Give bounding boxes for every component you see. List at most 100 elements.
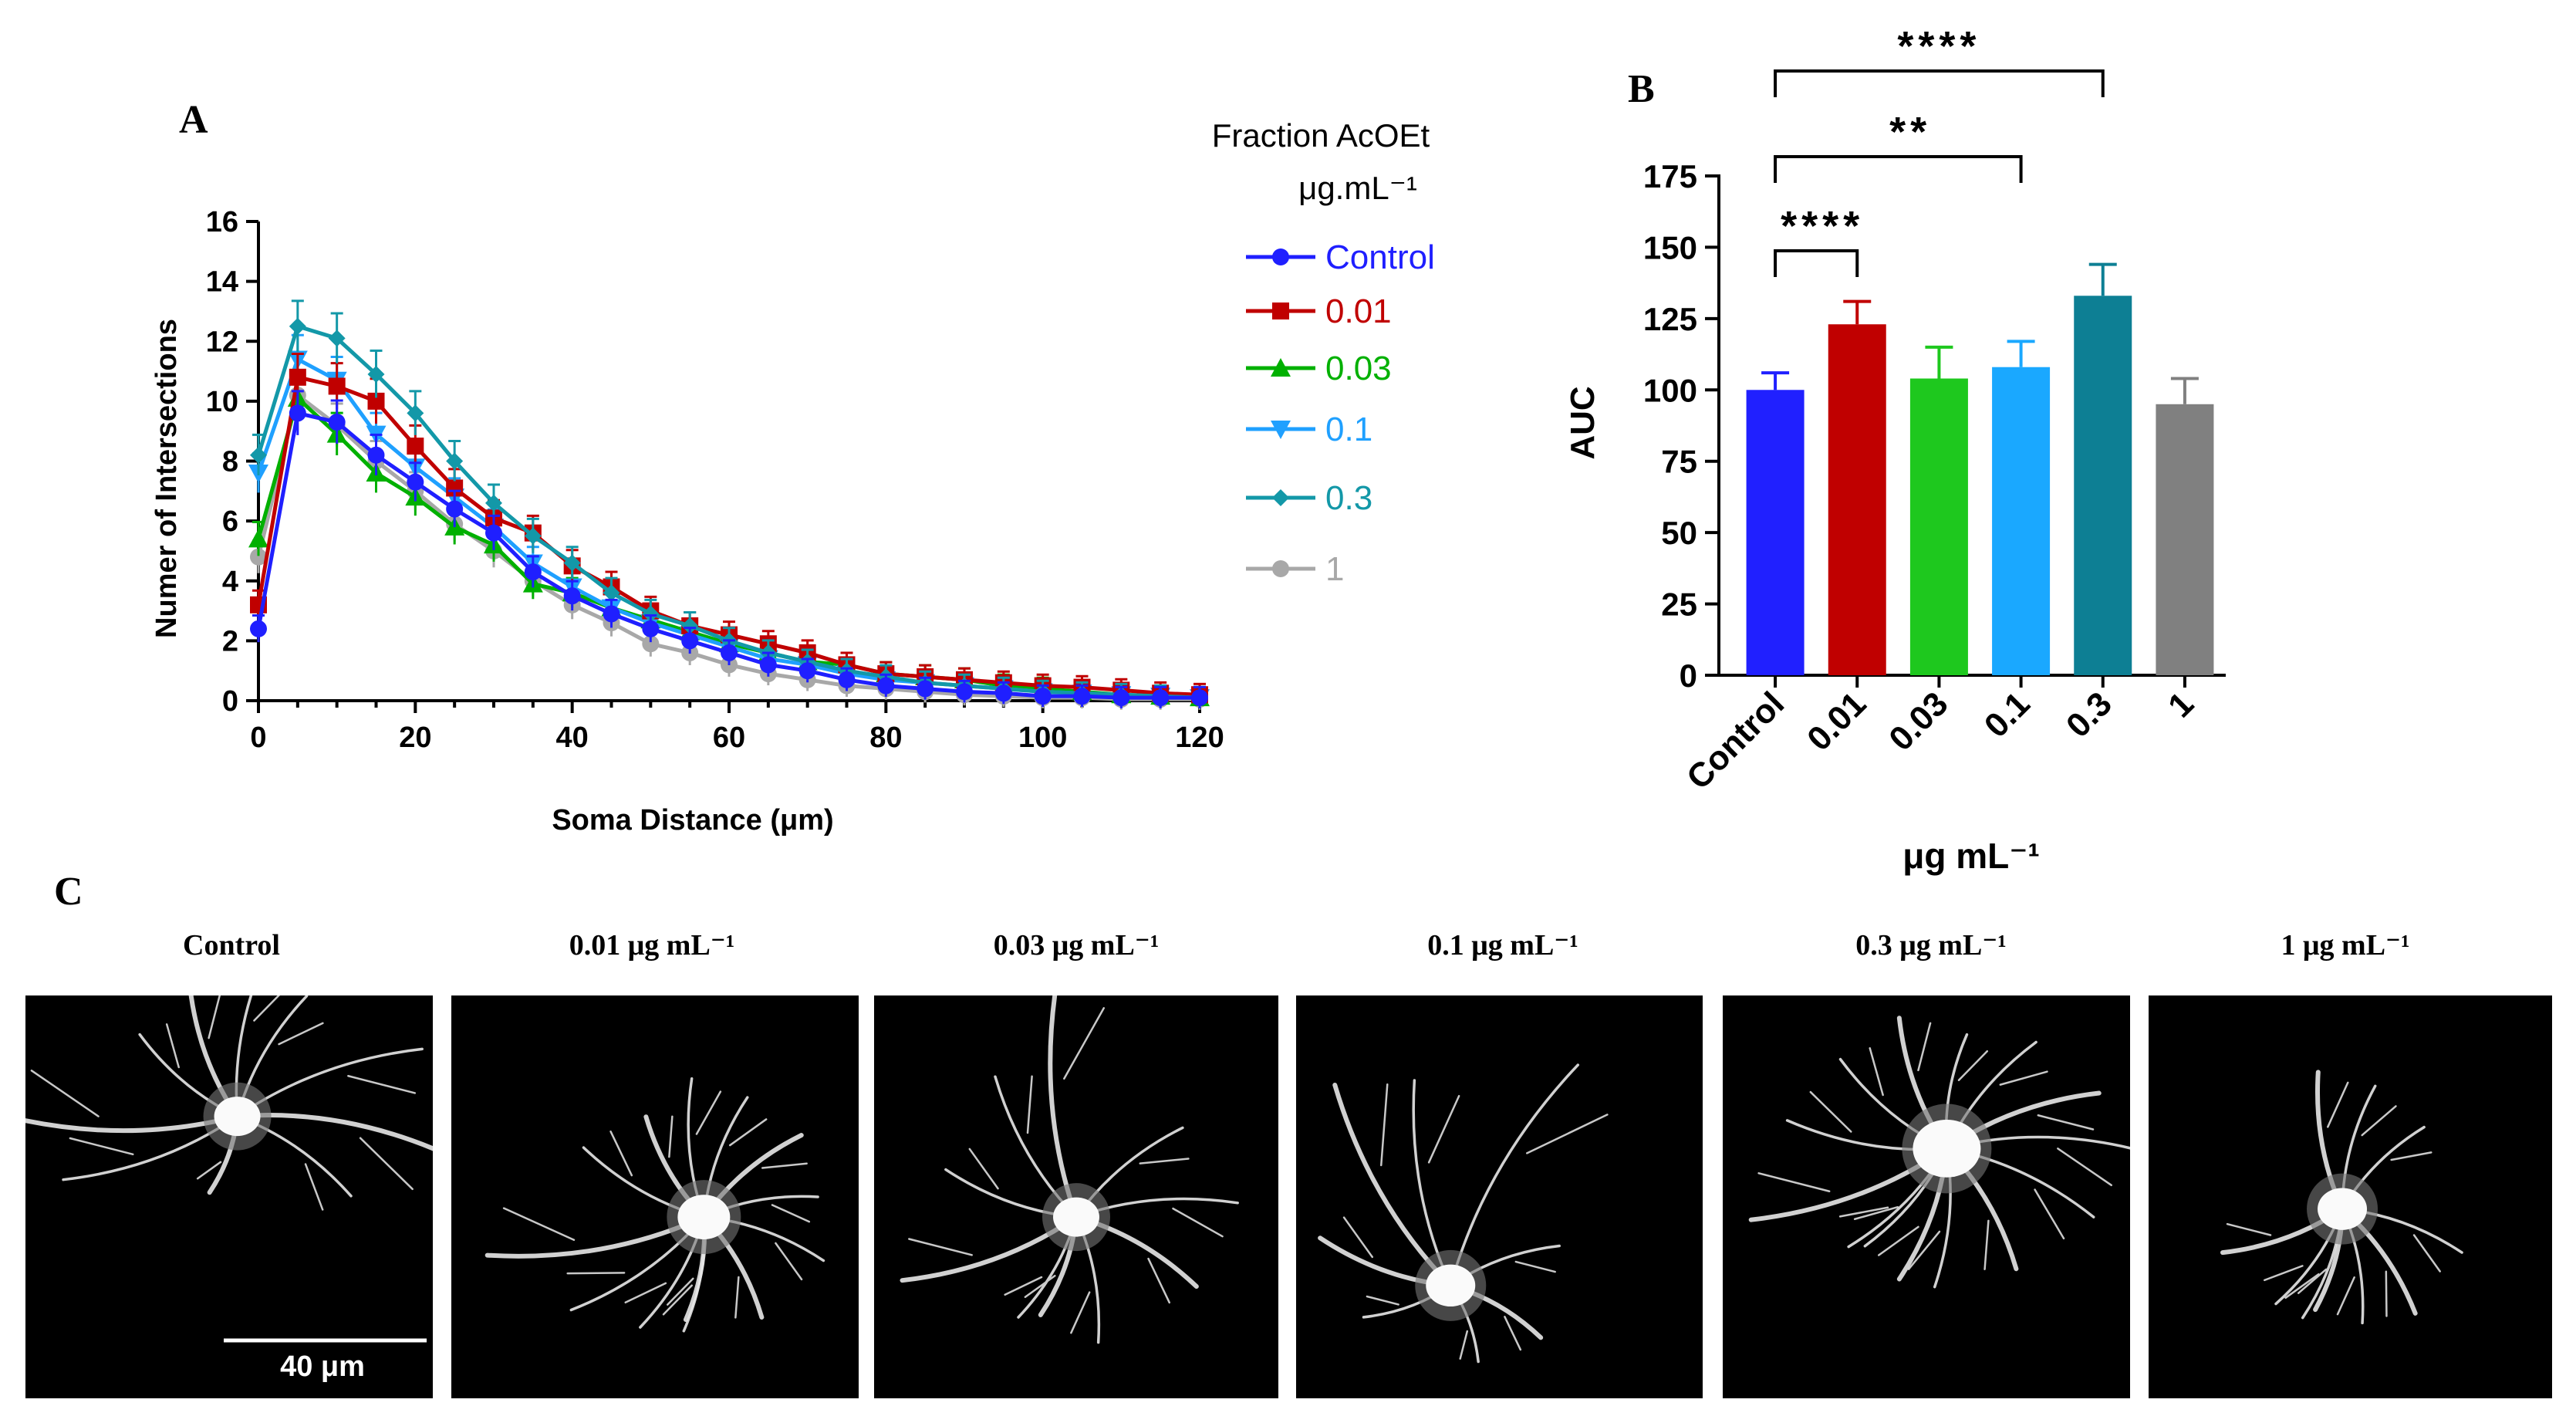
y-tick-label: 12	[206, 326, 238, 358]
x-tick-label: 0	[250, 722, 266, 754]
y-tick-label: 14	[206, 266, 238, 299]
data-point	[250, 548, 267, 566]
neuron	[900, 995, 1239, 1344]
dendrite-branch	[2390, 1151, 2433, 1161]
dendrite-branch	[1070, 1291, 1091, 1334]
legend-title-line-1: Fraction AcOEt	[1212, 117, 1430, 154]
data-point	[407, 438, 424, 455]
x-tick-label: 0.03	[1882, 684, 1955, 758]
bar-group-0-03: 0.03	[1882, 345, 1968, 759]
dendrite-branch	[666, 1277, 694, 1306]
legend-marker	[1272, 489, 1289, 506]
dendrite-branch	[347, 1075, 417, 1094]
data-point	[838, 671, 856, 688]
data-point	[485, 494, 502, 512]
y-tick-label: 75	[1661, 444, 1697, 480]
y-tick-label: 150	[1643, 229, 1697, 265]
data-point	[563, 587, 581, 605]
scale-bar: 40 μm	[224, 1338, 427, 1383]
dendrite-branch	[2412, 1234, 2441, 1273]
data-point	[1073, 688, 1091, 705]
data-point	[328, 330, 346, 347]
panel-a-line-chart: A 0 2 4 6 8 10 12 14 16 0 20 40 60 80 100 120 Soma Dist…	[150, 98, 1435, 837]
dendrite-branch	[775, 1242, 803, 1281]
dendrite-branch	[1514, 1260, 1556, 1273]
bar-group-control: Control	[1680, 371, 1805, 797]
data-point	[289, 404, 306, 422]
soma	[1426, 1264, 1476, 1307]
data-point	[446, 452, 464, 470]
dendrite-branch	[728, 1118, 768, 1147]
bar-group-1: 1	[2156, 377, 2214, 725]
legend-entry-label: 0.3	[1325, 479, 1372, 517]
soma	[677, 1195, 731, 1239]
dendrite-branch	[1983, 1219, 1990, 1270]
data-point	[1152, 689, 1170, 707]
bar	[2156, 404, 2214, 675]
dendrite-branch	[1957, 1050, 1988, 1081]
micrograph-panel-1: 0.01 μg mL⁻¹	[451, 929, 859, 1398]
y-tick-label: 125	[1643, 301, 1697, 337]
data-point	[798, 662, 816, 680]
data-point	[759, 656, 777, 674]
data-point	[367, 365, 385, 383]
dendrite-branch	[662, 1284, 693, 1316]
panel-b-significance: **********	[1774, 23, 2105, 277]
dendrite-branch	[1878, 1225, 1919, 1256]
y-tick-label: 10	[206, 386, 238, 418]
y-tick-label: 0	[1680, 657, 1697, 694]
y-tick-label: 25	[1661, 586, 1697, 623]
micrograph-panel-4: 0.3 μg mL⁻¹	[1723, 929, 2130, 1398]
dendrite-branch	[2034, 1188, 2065, 1240]
data-point	[367, 392, 385, 410]
neuron	[1748, 1016, 2130, 1289]
data-point	[485, 524, 502, 542]
bracket-line	[1774, 155, 2023, 183]
dendrite-branch	[1917, 1022, 1932, 1072]
micrograph-label: 0.03 μg mL⁻¹	[994, 929, 1160, 962]
x-tick-label: Control	[1680, 684, 1791, 796]
data-point	[642, 620, 660, 637]
dendrite-branch	[1026, 1075, 1033, 1134]
bar	[1909, 378, 1968, 675]
dendrite-branch	[771, 1204, 811, 1223]
dendrite-branch	[2385, 1270, 2388, 1317]
series-control	[250, 390, 1208, 708]
data-point	[1112, 689, 1130, 707]
x-tick-label: 20	[399, 722, 431, 754]
panel-b-label: B	[1628, 67, 1655, 111]
micrograph-image	[25, 995, 433, 1398]
data-point	[681, 632, 699, 650]
dendrite-branch	[1999, 1070, 2048, 1086]
data-point	[603, 605, 620, 623]
data-point	[407, 404, 424, 422]
micrograph-label: 0.01 μg mL⁻¹	[569, 929, 735, 962]
data-point	[289, 368, 306, 386]
x-tick-label: 1	[2161, 684, 2201, 725]
bar-group-0-3: 0.3	[2059, 262, 2132, 745]
dendrite-branch	[1459, 1330, 1469, 1360]
micrograph-image	[1723, 995, 2130, 1398]
dendrite-branch	[196, 1161, 222, 1180]
significance-stars: ****	[1897, 23, 1980, 69]
legend-marker	[1272, 303, 1289, 319]
dendrite-branch	[2264, 1265, 2304, 1282]
dendrite-branch	[1809, 1090, 1852, 1133]
micrograph-label: 1 μg mL⁻¹	[2281, 929, 2410, 962]
panel-a-legend: Fraction AcOEt μg.mL⁻¹ Control 0.01 0.03 0.…	[1212, 117, 1435, 588]
micrograph-panel-5: 1 μg mL⁻¹	[2149, 929, 2552, 1398]
bracket-line	[1774, 249, 1859, 277]
legend-title-line-2: μg.mL⁻¹	[1298, 170, 1417, 206]
data-point	[642, 605, 660, 623]
soma	[1913, 1119, 1981, 1178]
panel-a-label: A	[179, 98, 208, 142]
panel-c-micrographs: C Control 0.01 μg mL⁻¹ 0.03 μg mL⁻¹ 0.1 μg …	[25, 870, 2552, 1398]
dendrite-branch	[165, 1023, 180, 1069]
dendrite-branch	[968, 1148, 999, 1190]
dendrite-branch	[1838, 1206, 1889, 1218]
significance-bracket: ****	[1774, 23, 2105, 97]
dendrite-branch	[1004, 1276, 1043, 1296]
soma	[214, 1097, 261, 1137]
panel-c-label: C	[54, 870, 83, 914]
